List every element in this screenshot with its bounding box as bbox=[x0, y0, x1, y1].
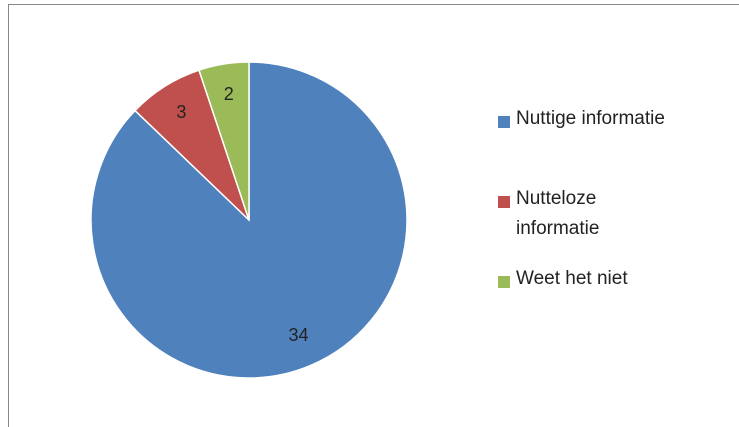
legend-swatch bbox=[498, 196, 510, 208]
legend-label: Nutteloze informatie bbox=[516, 188, 600, 239]
legend-swatch bbox=[498, 116, 510, 128]
legend-item: Nutteloze informatie bbox=[498, 188, 678, 244]
legend-item: Nuttige informatie bbox=[498, 108, 678, 134]
legend-item: Weet het niet bbox=[498, 268, 678, 294]
data-label: 3 bbox=[176, 102, 186, 122]
data-label: 2 bbox=[224, 84, 234, 104]
data-label: 34 bbox=[289, 325, 309, 345]
chart-frame bbox=[8, 4, 739, 427]
pie-slice bbox=[198, 61, 250, 221]
legend-label: Weet het niet bbox=[516, 268, 628, 289]
legend-swatch bbox=[498, 276, 510, 288]
legend-label: Nuttige informatie bbox=[516, 108, 665, 129]
